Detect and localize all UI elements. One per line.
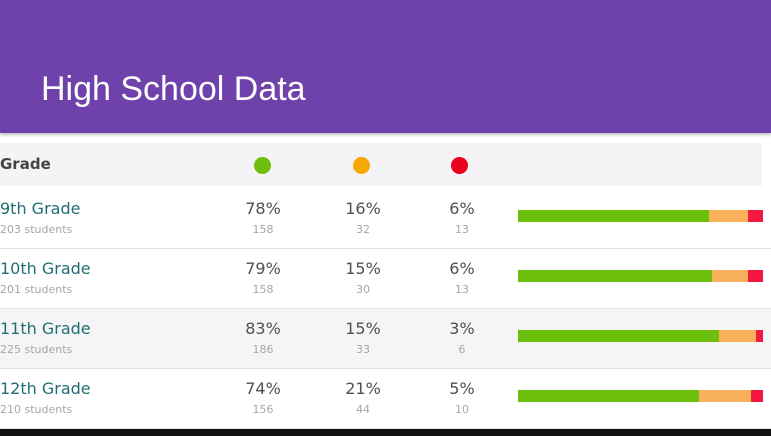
table-header: Grade [0, 143, 762, 186]
green-percent: 74% [245, 379, 281, 398]
green-percent: 79% [245, 259, 281, 278]
green-segment [518, 270, 712, 282]
student-count: 225 students [0, 343, 73, 356]
grade-name-link[interactable]: 9th Grade [0, 199, 81, 218]
student-count: 203 students [0, 223, 73, 236]
red-percent: 3% [449, 319, 475, 338]
bottom-edge [0, 429, 771, 436]
green-count: 186 [252, 343, 274, 356]
student-count: 201 students [0, 283, 73, 296]
amber-percent: 16% [345, 199, 381, 218]
red-segment [750, 390, 763, 402]
red-count: 13 [455, 283, 469, 296]
red-percent: 6% [449, 199, 475, 218]
red-count: 13 [455, 223, 469, 236]
distribution-bar [518, 270, 763, 282]
amber-segment [719, 330, 756, 342]
green-count: 158 [252, 223, 274, 236]
green-percent: 83% [245, 319, 281, 338]
green-count: 156 [252, 403, 274, 416]
green-segment [518, 210, 710, 222]
grade-name-link[interactable]: 12th Grade [0, 379, 91, 398]
amber-percent: 21% [345, 379, 381, 398]
red-segment [748, 270, 763, 282]
app-header: High School Data [0, 0, 771, 133]
amber-count: 32 [356, 223, 370, 236]
grade-column-header: Grade [0, 155, 51, 173]
amber-count: 33 [356, 343, 370, 356]
table-row[interactable]: 10th Grade 201 students 79% 158 15% 30 6… [0, 249, 771, 309]
amber-count: 30 [356, 283, 370, 296]
table-row[interactable]: 11th Grade 225 students 83% 186 15% 33 3… [0, 309, 771, 369]
green-segment [518, 330, 720, 342]
red-count: 10 [455, 403, 469, 416]
grade-name-link[interactable]: 11th Grade [0, 319, 91, 338]
amber-percent: 15% [345, 259, 381, 278]
green-count: 158 [252, 283, 274, 296]
amber-count: 44 [356, 403, 370, 416]
distribution-bar [518, 390, 763, 402]
red-status-icon [451, 157, 468, 174]
distribution-bar [518, 210, 763, 222]
amber-segment [699, 390, 751, 402]
grade-name-link[interactable]: 10th Grade [0, 259, 91, 278]
green-segment [518, 390, 700, 402]
amber-percent: 15% [345, 319, 381, 338]
student-count: 210 students [0, 403, 73, 416]
red-percent: 5% [449, 379, 475, 398]
amber-status-icon [353, 157, 370, 174]
red-count: 6 [458, 343, 466, 356]
red-segment [748, 210, 763, 222]
amber-segment [711, 270, 749, 282]
distribution-bar [518, 330, 763, 342]
amber-segment [709, 210, 749, 222]
red-percent: 6% [449, 259, 475, 278]
table-row[interactable]: 9th Grade 203 students 78% 158 16% 32 6%… [0, 189, 771, 249]
table-row[interactable]: 12th Grade 210 students 74% 156 21% 44 5… [0, 369, 771, 429]
red-segment [755, 330, 763, 342]
page-title: High School Data [41, 70, 306, 108]
green-percent: 78% [245, 199, 281, 218]
green-status-icon [254, 157, 271, 174]
